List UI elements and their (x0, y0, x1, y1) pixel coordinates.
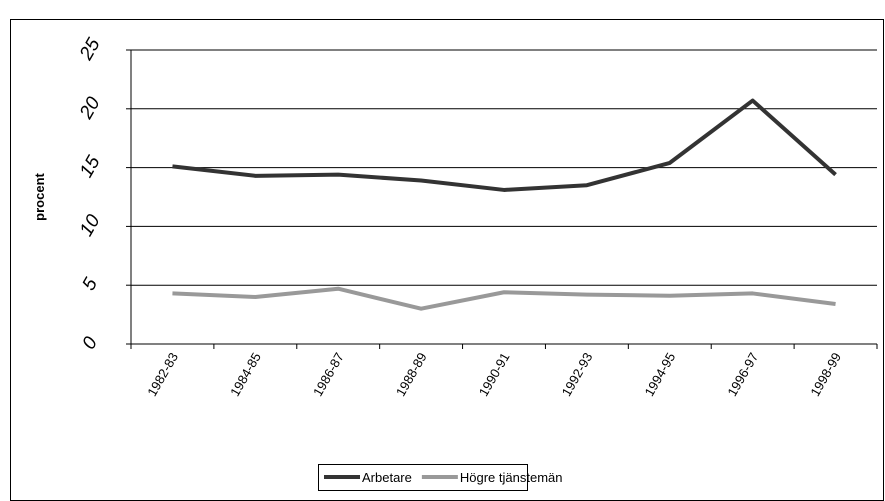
chart-frame (10, 19, 884, 501)
series-line (172, 286, 836, 311)
legend-label: Arbetare (362, 470, 412, 485)
series-line (172, 98, 837, 192)
y-axis-label: procent (32, 172, 47, 220)
legend-label: Högre tjänstemän (460, 470, 563, 485)
